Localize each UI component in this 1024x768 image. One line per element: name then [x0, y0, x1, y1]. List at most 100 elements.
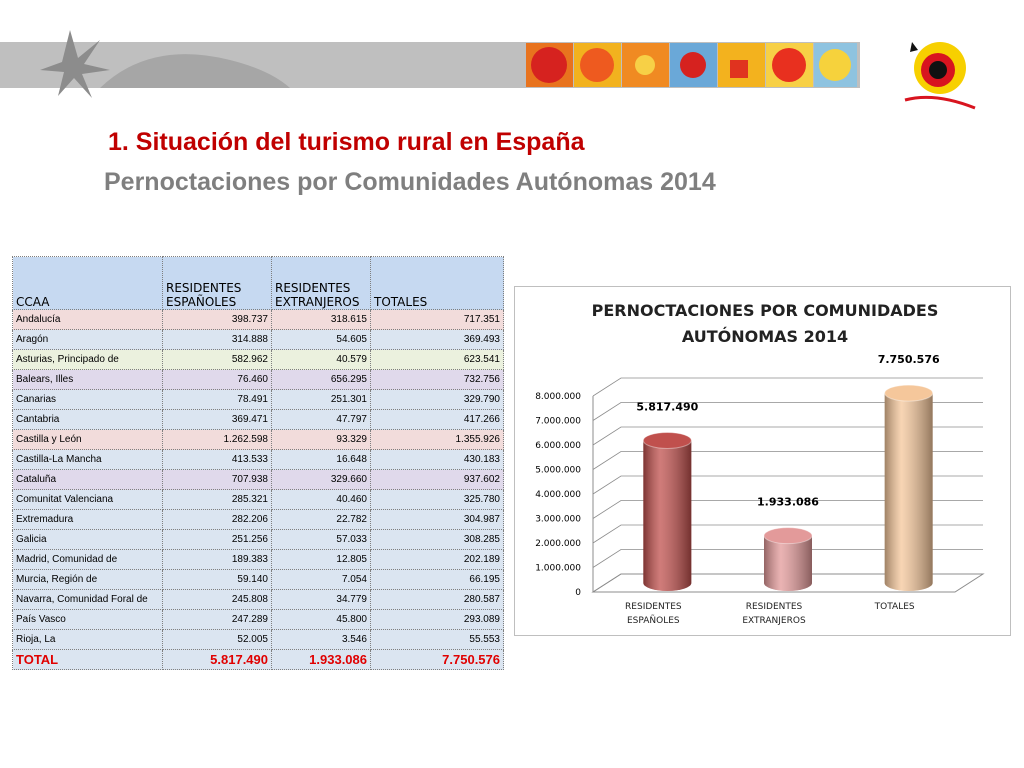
table-row: Galicia 251.256 57.033 308.285 [12, 529, 504, 550]
column-header: CCAA [12, 256, 163, 310]
table-row: Aragón 314.888 54.605 369.493 [12, 329, 504, 350]
table-cell: 413.533 [162, 449, 272, 470]
subtitle: Pernoctaciones por Comunidades Autónomas… [104, 168, 716, 196]
grid-line [592, 402, 983, 421]
logo [904, 42, 976, 110]
table-cell: 16.648 [271, 449, 371, 470]
table-cell: 55.553 [370, 629, 504, 650]
grid-line [592, 573, 983, 593]
table-cell: 40.460 [271, 489, 371, 510]
column-header: TOTALES [370, 256, 504, 310]
table-cell: 7.750.576 [370, 649, 504, 670]
bar-top [642, 431, 692, 449]
table-row: Castilla y León 1.262.598 93.329 1.355.926 [12, 429, 504, 450]
table-row: Navarra, Comunidad Foral de 245.808 34.779… [12, 589, 504, 610]
table-cell: 293.089 [370, 609, 504, 630]
table-cell: 656.295 [271, 369, 371, 390]
grid-line [592, 549, 983, 568]
grid-line [592, 500, 983, 519]
bar-shade [884, 393, 933, 591]
value-label: 5.817.490 [636, 400, 698, 413]
table-cell: TOTAL [12, 649, 163, 670]
grid-line [592, 451, 983, 470]
table-cell: 34.779 [271, 589, 371, 610]
table-cell: Castilla y León [12, 429, 163, 450]
y-tick-label: 2.000.000 [535, 539, 581, 549]
table-cell: Rioja, La [12, 629, 163, 650]
grid-line [592, 377, 983, 397]
x-tick-label: RESIDENTES ESPAÑOLES [625, 602, 682, 626]
table-row: Balears, Illes 76.460 656.295 732.756 [12, 369, 504, 390]
table-row: Cantabria 369.471 47.797 417.266 [12, 409, 504, 430]
table-cell: 937.602 [370, 469, 504, 490]
table-cell: Andalucía [12, 309, 163, 330]
table-row: Rioja, La 52.005 3.546 55.553 [12, 629, 504, 650]
grid-line [592, 475, 983, 495]
table-cell: 417.266 [370, 409, 504, 430]
table-cell: 285.321 [162, 489, 272, 510]
x-tick-label: TOTALES [874, 602, 915, 612]
table-cell: 1.933.086 [271, 649, 371, 670]
bar-shade [764, 535, 812, 591]
banner [0, 30, 976, 110]
table-cell: 280.587 [370, 589, 504, 610]
table-cell: 369.493 [370, 329, 504, 350]
sun-tiles [526, 43, 857, 87]
table-cell: 93.329 [271, 429, 371, 450]
table-row: Andalucía 398.737 318.615 717.351 [12, 309, 504, 330]
table-cell: Aragón [12, 329, 163, 350]
y-tick-label: 8.000.000 [535, 392, 581, 402]
table-cell: 717.351 [370, 309, 504, 330]
table-cell: 247.289 [162, 609, 272, 630]
table-cell: 314.888 [162, 329, 272, 350]
table-cell: 202.189 [370, 549, 504, 570]
table-cell: 304.987 [370, 509, 504, 530]
value-label: 1.933.086 [757, 496, 819, 509]
grid-line [592, 426, 983, 446]
bar-top [884, 384, 934, 402]
chart-frame [514, 286, 1011, 636]
table-row: TOTAL 5.817.490 1.933.086 7.750.576 [12, 649, 504, 670]
data-table: CCAA RESIDENTES ESPAÑOLES RESIDENTES EXTRA… [12, 256, 504, 670]
table-row: Madrid, Comunidad de 189.383 12.805 202.189 [12, 549, 504, 570]
table-cell: 7.054 [271, 569, 371, 590]
table-row: Cataluña 707.938 329.660 937.602 [12, 469, 504, 490]
y-tick-label: 4.000.000 [535, 490, 581, 500]
table-cell: Extremadura [12, 509, 163, 530]
table-cell: 251.256 [162, 529, 272, 550]
table-cell: 59.140 [162, 569, 272, 590]
bar-top [763, 527, 813, 545]
bar-shade [643, 440, 692, 591]
y-tick-label: 1.000.000 [535, 564, 581, 574]
y-tick-label: 7.000.000 [535, 417, 581, 427]
table-cell: 308.285 [370, 529, 504, 550]
table-cell: 5.817.490 [162, 649, 272, 670]
table-cell: 1.355.926 [370, 429, 504, 450]
value-label: 7.750.576 [878, 353, 940, 366]
table-cell: Castilla-La Mancha [12, 449, 163, 470]
table-cell: 251.301 [271, 389, 371, 410]
table-cell: 732.756 [370, 369, 504, 390]
column-header: RESIDENTES ESPAÑOLES [162, 256, 272, 310]
table-cell: Cataluña [12, 469, 163, 490]
table-cell: 40.579 [271, 349, 371, 370]
banner-star [40, 30, 110, 98]
table-cell: Navarra, Comunidad Foral de [12, 589, 163, 610]
grid-line [592, 524, 983, 544]
table-cell: 329.660 [271, 469, 371, 490]
table-cell: 22.782 [271, 509, 371, 530]
table-cell: 54.605 [271, 329, 371, 350]
table-cell: 66.195 [370, 569, 504, 590]
table-cell: 76.460 [162, 369, 272, 390]
title: 1. Situación del turismo rural en España [108, 128, 585, 156]
y-tick-label: 3.000.000 [535, 515, 581, 525]
table-cell: Madrid, Comunidad de [12, 549, 163, 570]
table-cell: Cantabria [12, 409, 163, 430]
table-cell: 707.938 [162, 469, 272, 490]
y-tick-label: 6.000.000 [535, 441, 581, 451]
table-row: Extremadura 282.206 22.782 304.987 [12, 509, 504, 530]
table-cell: 1.262.598 [162, 429, 272, 450]
banner-shape [100, 54, 290, 88]
